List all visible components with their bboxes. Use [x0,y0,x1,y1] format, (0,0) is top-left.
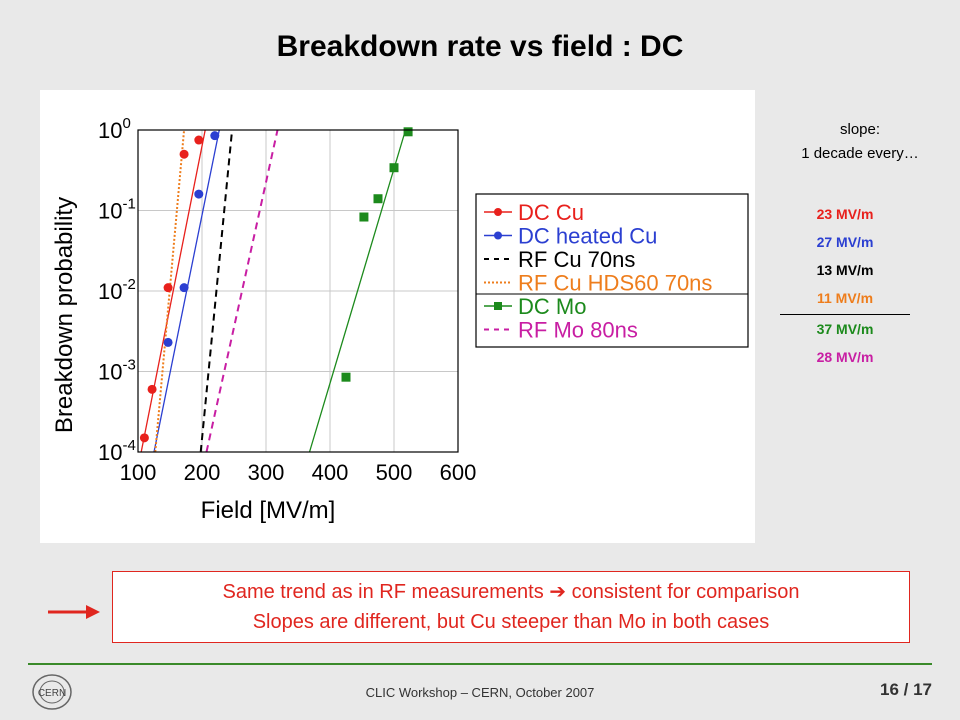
point-dc-cu [163,283,173,293]
footer-text: CLIC Workshop – CERN, October 2007 [365,685,595,700]
point-dc-heated-cu [210,131,220,141]
slope-value: 23 MV/m [816,206,874,222]
legend-label: RF Cu 70ns [518,247,635,272]
callout-line-1: Same trend as in RF measurements ➔ consi… [222,581,800,603]
page-number: 16 / 17 [880,680,932,699]
y-tick-label: 10-1 [98,196,136,224]
legend-label: RF Mo 80ns [518,318,638,343]
slope-value: 11 MV/m [816,290,874,306]
x-tick-label: 300 [248,460,285,485]
legend-box [475,193,749,348]
point-dc-cu [147,384,157,394]
fit-line-rf-cu-70ns [199,129,234,453]
y-tick-label: 10-4 [98,437,136,465]
chart-panel: 100 200 300 400 500 600 100 10-1 10-2 10-3 10-4 Fi… [40,90,755,543]
slope-header-line1: slope: [839,121,881,138]
slide-title: Breakdown rate vs field : DC [276,30,684,63]
y-tick-label: 10-3 [98,357,136,385]
legend-marker [494,302,502,310]
point-dc-cu [139,433,149,443]
chart-ticks: 100 200 300 400 500 600 100 10-1 10-2 10-3 10-4 [98,115,476,485]
footer-divider [28,663,932,665]
legend-label: DC heated Cu [518,224,657,249]
point-dc-heated-cu [163,337,173,347]
slope-value: 13 MV/m [816,262,874,278]
y-axis-label: Breakdown probability [51,197,78,433]
x-tick-label: 200 [184,460,221,485]
slope-separator [780,314,910,315]
breakdown-chart: 100 200 300 400 500 600 100 10-1 10-2 10-3 10-4 Fi… [51,115,749,524]
slope-header: slope: 1 decade every… [760,118,960,166]
fit-line-dc-mo [308,129,407,453]
fit-line-rf-mo-80ns [205,129,279,453]
callout-line-2: Slopes are different, but Cu steeper tha… [252,611,770,633]
slope-value: 28 MV/m [816,349,874,365]
x-axis-label: Field [MV/m] [201,497,336,524]
y-tick-label: 10-2 [98,276,136,304]
plot-frame [137,129,459,453]
point-dc-cu [179,149,189,159]
legend-label: DC Cu [518,200,584,225]
legend-label: RF Cu HDS60 70ns [518,271,712,296]
slope-header-line2: 1 decade every… [801,145,919,162]
point-dc-heated-cu [179,283,189,293]
slope-value: 27 MV/m [816,234,874,250]
legend-marker [494,208,502,216]
conclusion-callout: Same trend as in RF measurements ➔ consi… [112,571,910,643]
slope-value: 37 MV/m [816,321,874,337]
x-tick-label: 600 [440,460,477,485]
fit-line-dc-cu [140,129,206,453]
x-tick-label: 100 [120,460,157,485]
point-dc-mo [341,372,351,382]
point-dc-mo [389,163,399,173]
legend-label: DC Mo [518,294,586,319]
point-dc-mo [403,127,413,137]
arrow-icon [48,605,100,619]
chart-axes [137,129,459,453]
point-dc-heated-cu [194,189,204,199]
cern-logo-icon: CERN [32,674,72,710]
svg-text:CERN: CERN [38,688,66,699]
x-tick-label: 500 [376,460,413,485]
y-tick-label: 100 [98,115,131,143]
point-dc-mo [373,194,383,204]
slope-list: 23 MV/m 27 MV/m 13 MV/m 11 MV/m 37 MV/m 28 MV… [780,200,910,371]
point-dc-mo [359,212,369,222]
point-dc-cu [194,135,204,145]
x-tick-label: 400 [312,460,349,485]
legend-marker [494,231,502,240]
chart-markers [139,127,413,443]
